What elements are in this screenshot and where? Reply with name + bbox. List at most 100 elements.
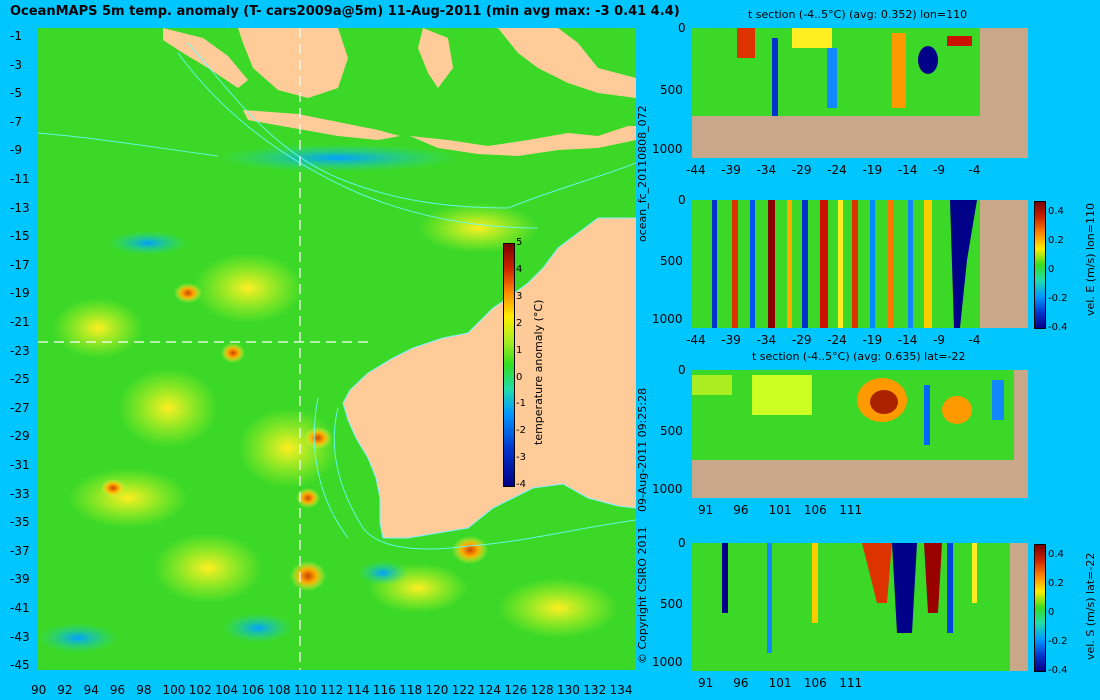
- lat-tick-label: -5: [10, 86, 22, 101]
- x-tick-label: -29: [791, 163, 812, 177]
- lat-tick-label: -37: [10, 543, 30, 558]
- warm-patches: [53, 203, 618, 638]
- lat-tick-label: -15: [10, 229, 30, 244]
- colorbar-tick-label: 5: [516, 237, 523, 248]
- y-tick-label: 1000: [652, 482, 683, 497]
- sulawesi-land: [418, 28, 453, 88]
- x-tick-label: -34: [756, 163, 777, 177]
- colorbar-tick-label: -3: [516, 452, 526, 464]
- x-tick-label: 111: [839, 503, 863, 517]
- lat-tick-label: -7: [10, 114, 22, 129]
- colorbar-tick-label: -0.4: [1048, 322, 1068, 333]
- colorbar-tick-label: -4: [516, 479, 526, 491]
- y-tick-label: 0: [678, 363, 686, 377]
- lat-tick-label: -19: [10, 286, 30, 301]
- colorbar-tick-label: 0.2: [1048, 235, 1064, 246]
- panel-2-bands: [712, 200, 977, 328]
- copyright-label: © Copyright CSIRO 2011: [636, 526, 649, 664]
- lon-tick-label: 104: [215, 683, 238, 697]
- lat-tick-label: -45: [10, 658, 30, 673]
- timestamp-label: 09-Aug-2011 09:25:28: [636, 387, 649, 512]
- colorbar-tick-label: 0.4: [1048, 206, 1064, 217]
- temperature-anomaly-map[interactable]: [38, 28, 636, 670]
- lon-tick-label: 134: [609, 683, 633, 697]
- temperature-colorbar: [503, 243, 515, 487]
- lat-tick-label: -35: [10, 515, 30, 530]
- x-tick-label: -9: [933, 333, 946, 347]
- colorbar-tick-label: -1: [516, 398, 526, 410]
- colorbar-tick-label: -0.4: [1048, 665, 1068, 676]
- lon-tick-label: 92: [57, 683, 73, 697]
- run-label: ocean_fc_20110808_072: [636, 105, 649, 242]
- colorbar-tick-label: 4: [516, 263, 523, 275]
- bathymetry-contours: [38, 42, 636, 550]
- x-tick-label: -9: [933, 163, 946, 177]
- panel-3-section[interactable]: [692, 370, 1028, 498]
- colorbar-tick-label: -0.2: [1048, 636, 1068, 647]
- panel-4-features: [722, 543, 977, 653]
- x-tick-label: -39: [721, 163, 741, 177]
- x-tick-label: 106: [803, 676, 827, 690]
- x-tick-label: -4: [968, 163, 981, 177]
- x-tick-label: 96: [733, 503, 749, 517]
- lat-tick-label: -31: [10, 458, 30, 472]
- x-tick-label: -24: [827, 163, 847, 177]
- lat-tick-label: -23: [10, 343, 30, 358]
- x-tick-label: 91: [698, 676, 714, 690]
- lon-tick-label: 108: [267, 683, 291, 697]
- y-tick-label: 500: [660, 597, 683, 612]
- x-tick-label: 106: [803, 503, 827, 517]
- panel-3-title: t section (-4..5°C) (avg: 0.635) lat=-22: [752, 350, 966, 363]
- map-canvas: [38, 28, 636, 670]
- lon-tick-label: 94: [83, 683, 99, 697]
- x-tick-label: 96: [733, 676, 749, 690]
- vel-e-colorbar: [1034, 201, 1046, 329]
- lon-tick-label: 100: [162, 683, 186, 697]
- java-land: [243, 110, 400, 140]
- lat-tick-label: -21: [10, 315, 30, 329]
- eastern-islands-land: [498, 28, 636, 98]
- lat-tick-label: -29: [10, 429, 30, 444]
- lon-tick-label: 128: [530, 683, 554, 697]
- lon-tick-label: 122: [451, 683, 475, 697]
- x-tick-label: -14: [897, 163, 918, 177]
- x-tick-label: -19: [862, 333, 883, 347]
- x-tick-label: -19: [862, 163, 883, 177]
- lon-tick-label: 98: [136, 683, 152, 697]
- lat-tick-label: -1: [10, 29, 22, 43]
- lon-tick-label: 124: [478, 683, 501, 697]
- lat-tick-label: -11: [10, 172, 30, 186]
- x-tick-label: -24: [827, 333, 847, 347]
- x-tick-label: -14: [897, 333, 918, 347]
- lat-tick-label: -27: [10, 400, 30, 415]
- y-tick-label: 0: [678, 21, 686, 35]
- x-tick-label: 111: [839, 676, 863, 690]
- lon-tick-label: 90: [31, 683, 47, 697]
- lon-tick-label: 112: [320, 683, 344, 697]
- colorbar-tick-label: -2: [516, 425, 526, 437]
- colorbar-tick-label: 0.2: [1048, 578, 1064, 589]
- x-tick-label: -29: [791, 333, 812, 347]
- x-tick-label: -4: [968, 333, 981, 347]
- lat-tick-label: -3: [10, 57, 22, 72]
- lat-tick-label: -9: [10, 143, 22, 158]
- lat-tick-label: -13: [10, 200, 30, 215]
- lat-tick-label: -33: [10, 486, 30, 501]
- lon-tick-label: 118: [399, 683, 423, 697]
- colorbar-tick-label: 0: [1048, 264, 1055, 275]
- colorbar-tick-label: 3: [516, 290, 523, 302]
- panel-4-section[interactable]: [692, 543, 1028, 671]
- vel-e-label: vel. E (m/s) lon=110: [1084, 203, 1097, 316]
- y-tick-label: 1000: [652, 655, 683, 670]
- lesser-sunda-land: [410, 126, 636, 156]
- lat-tick-label: -17: [10, 257, 30, 272]
- vel-s-label: vel. S (m/s) lat=-22: [1084, 552, 1097, 660]
- colorbar-tick-label: 1: [516, 344, 523, 356]
- x-tick-label: 101: [768, 676, 792, 690]
- map-title: OceanMAPS 5m temp. anomaly (T- cars2009a…: [10, 4, 680, 19]
- lat-tick-label: -43: [10, 629, 30, 644]
- panel-1-section[interactable]: [692, 28, 1028, 158]
- panel-2-section[interactable]: [692, 200, 1028, 328]
- lon-tick-label: 96: [109, 683, 126, 697]
- colorbar-tick-label: 0.4: [1048, 549, 1064, 560]
